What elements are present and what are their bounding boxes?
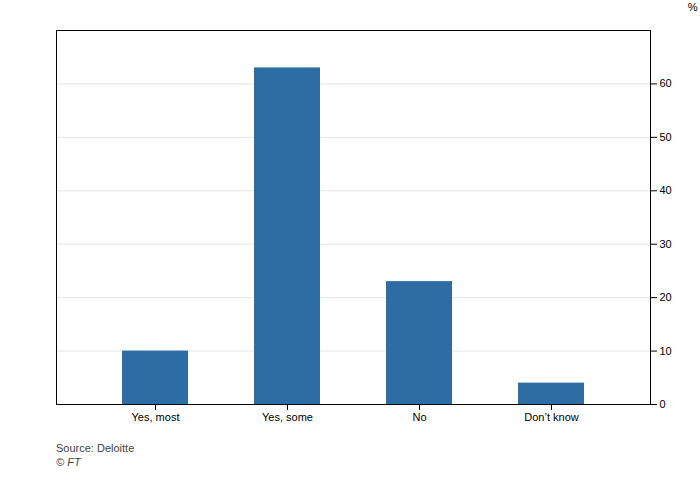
svg-text:0: 0 [660,398,666,410]
svg-text:Don’t know: Don’t know [524,411,578,423]
svg-text:Yes, most: Yes, most [132,411,180,423]
svg-text:40: 40 [660,184,672,196]
html-text:Source: Deloitte: Source: Deloitte [56,442,135,454]
svg-text:50: 50 [660,131,672,143]
svg-text:60: 60 [660,77,672,89]
svg-text:%: % [688,1,698,13]
svg-text:No: No [412,411,426,423]
html-text:© FT: © FT [56,456,81,468]
svg-text:10: 10 [660,345,672,357]
svg-text:30: 30 [660,238,672,250]
svg-text:20: 20 [660,291,672,303]
svg-text:Yes, some: Yes, some [262,411,313,423]
